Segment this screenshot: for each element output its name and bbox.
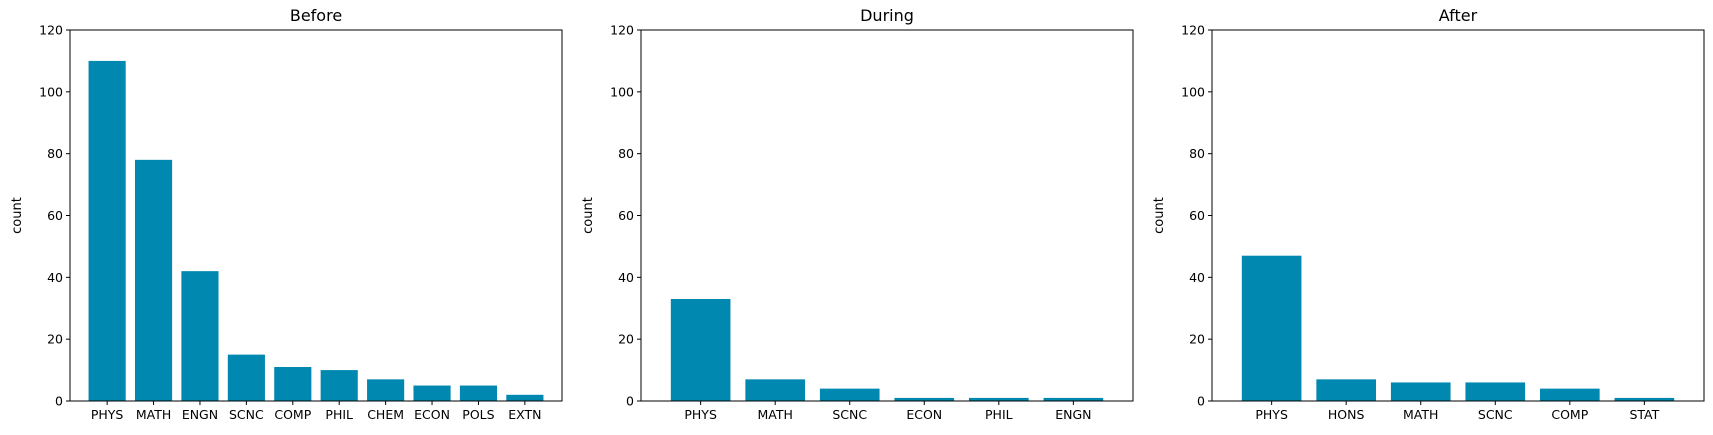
bar-phys bbox=[1241, 255, 1302, 401]
bar-econ bbox=[894, 397, 955, 401]
axes-frame bbox=[1211, 29, 1705, 402]
x-tick-label: CHEM bbox=[367, 407, 404, 422]
y-tick-label: 60 bbox=[47, 208, 63, 223]
x-tick-label: ECON bbox=[414, 407, 450, 422]
bar-phys bbox=[88, 60, 126, 402]
panel-during: During count PHYS MATH SCNC ECON PHIL ENGN 0 20… bbox=[581, 6, 1134, 422]
y-tick-label: 20 bbox=[618, 332, 634, 347]
x-tick-label: STAT bbox=[1629, 407, 1659, 422]
y-axis-label: count bbox=[1152, 197, 1167, 234]
x-tick-label: PHYS bbox=[1255, 407, 1288, 422]
x-tick-label: COMP bbox=[274, 407, 311, 422]
x-tick-label: MATH bbox=[757, 407, 792, 422]
chart-title: After bbox=[1439, 6, 1478, 25]
chart-title: Before bbox=[290, 6, 342, 25]
y-tick-label: 40 bbox=[47, 270, 63, 285]
x-tick-label: PHIL bbox=[985, 407, 1013, 422]
x-tick-label: COMP bbox=[1551, 407, 1588, 422]
y-tick-label: 80 bbox=[47, 146, 63, 161]
y-tick-label: 40 bbox=[1189, 270, 1205, 285]
bar-extn bbox=[506, 394, 544, 401]
y-tick-label: 100 bbox=[610, 84, 634, 99]
x-tick-label: ENGN bbox=[1055, 407, 1091, 422]
y-axis-label: count bbox=[581, 197, 596, 234]
x-tick-label: EXTN bbox=[508, 407, 541, 422]
x-tick-label: ENGN bbox=[182, 407, 218, 422]
bar-scnc bbox=[227, 354, 265, 401]
bar-econ bbox=[413, 385, 451, 401]
y-tick-label: 100 bbox=[39, 84, 63, 99]
x-tick-label: PHIL bbox=[325, 407, 353, 422]
x-tick-label: MATH bbox=[136, 407, 171, 422]
x-tick-label: SCNC bbox=[832, 407, 867, 422]
x-tick-label: POLS bbox=[462, 407, 494, 422]
bar-engn bbox=[181, 271, 219, 401]
axes-frame bbox=[640, 29, 1134, 402]
y-tick-label: 80 bbox=[618, 146, 634, 161]
chart-title: During bbox=[860, 6, 914, 25]
x-tick-label: SCNC bbox=[229, 407, 264, 422]
bar-comp bbox=[1540, 388, 1600, 401]
bar-math bbox=[745, 379, 805, 401]
y-tick-label: 80 bbox=[1189, 146, 1205, 161]
y-tick-label: 120 bbox=[39, 23, 63, 38]
bar-math bbox=[1390, 382, 1451, 401]
bar-phys bbox=[670, 298, 731, 401]
bar-phil bbox=[320, 370, 358, 401]
y-tick-label: 60 bbox=[1189, 208, 1205, 223]
y-tick-label: 120 bbox=[1181, 23, 1205, 38]
y-tick-label: 40 bbox=[618, 270, 634, 285]
bar-engn bbox=[1043, 397, 1104, 401]
y-tick-label: 0 bbox=[55, 394, 63, 409]
panel-after: After count PHYS HONS MATH SCNC COMP STAT 0 20 4… bbox=[1152, 6, 1705, 422]
axes-frame bbox=[69, 29, 563, 402]
bar-phil bbox=[969, 397, 1029, 401]
bar-hons bbox=[1316, 379, 1376, 401]
y-tick-label: 20 bbox=[1189, 332, 1205, 347]
x-tick-label: PHYS bbox=[684, 407, 717, 422]
bar-pols bbox=[459, 385, 498, 401]
y-tick-label: 120 bbox=[610, 23, 634, 38]
x-tick-label: HONS bbox=[1328, 407, 1365, 422]
x-tick-label: PHYS bbox=[91, 407, 124, 422]
bar-scnc bbox=[1465, 382, 1526, 401]
x-tick-label: MATH bbox=[1403, 407, 1438, 422]
y-tick-label: 20 bbox=[47, 332, 63, 347]
bar-stat bbox=[1614, 397, 1675, 401]
bar-comp bbox=[274, 366, 312, 401]
y-tick-label: 60 bbox=[618, 208, 634, 223]
x-tick-label: SCNC bbox=[1478, 407, 1513, 422]
panel-before: Before count PHYS MATH ENGN SCNC COMP PHIL CHE… bbox=[10, 6, 563, 422]
y-tick-label: 100 bbox=[1181, 84, 1205, 99]
y-tick-label: 0 bbox=[1197, 394, 1205, 409]
bar-scnc bbox=[819, 388, 880, 401]
x-tick-label: ECON bbox=[906, 407, 942, 422]
y-tick-label: 0 bbox=[626, 394, 634, 409]
bar-chem bbox=[367, 379, 405, 401]
y-axis-label: count bbox=[10, 197, 25, 234]
bar-math bbox=[134, 159, 173, 401]
